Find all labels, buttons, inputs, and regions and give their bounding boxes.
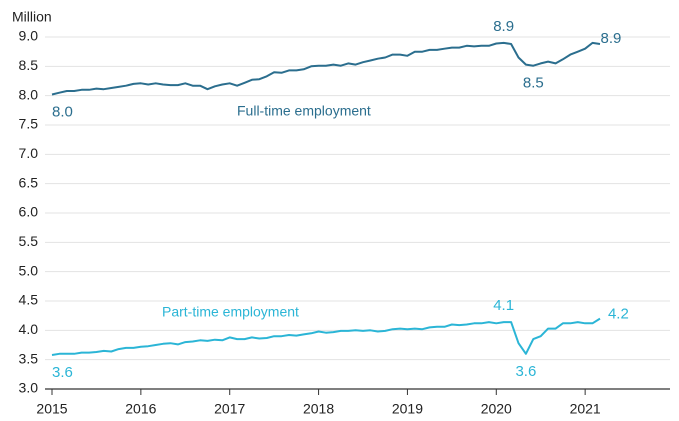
y-tick-label: 3.0: [19, 380, 39, 396]
y-tick-label: 5.0: [19, 262, 39, 278]
annotation: Part-time employment: [162, 304, 299, 320]
data-label: 4.2: [608, 306, 629, 323]
y-tick-label: 6.5: [19, 174, 39, 190]
x-tick-label: 2020: [481, 401, 512, 417]
y-tick-label: 8.5: [19, 57, 39, 73]
data-label: 8.0: [52, 103, 73, 120]
line: [51, 317, 601, 356]
x-tick-label: 2019: [392, 401, 423, 417]
y-tick-label: 5.5: [19, 233, 39, 249]
y-tick-label: 6.0: [19, 204, 39, 220]
line: [51, 41, 601, 96]
y-tick-label: 7.0: [19, 145, 39, 161]
x-tick-label: 2016: [125, 401, 156, 417]
y-tick-label: 4.5: [19, 292, 39, 308]
y-tick-label: 7.5: [19, 116, 39, 132]
data-label: 3.6: [515, 363, 536, 380]
x-tick-label: 2018: [303, 401, 334, 417]
annotation: Full-time employment: [237, 103, 371, 119]
data-label: 8.5: [523, 75, 544, 92]
y-tick-label: 9.0: [19, 28, 39, 44]
data-label: 8.9: [493, 18, 514, 35]
y-tick-label: 3.5: [19, 350, 39, 366]
x-tick-label: 2015: [36, 401, 67, 417]
data-label: 3.6: [52, 364, 73, 381]
x-tick-label: 2017: [214, 401, 245, 417]
y-tick-label: 4.0: [19, 321, 39, 337]
y-axis-label: Million: [12, 9, 52, 25]
y-tick-label: 8.0: [19, 86, 39, 102]
data-label: 4.1: [493, 297, 514, 314]
x-tick-label: 2021: [570, 401, 601, 417]
data-label: 8.9: [601, 30, 622, 47]
